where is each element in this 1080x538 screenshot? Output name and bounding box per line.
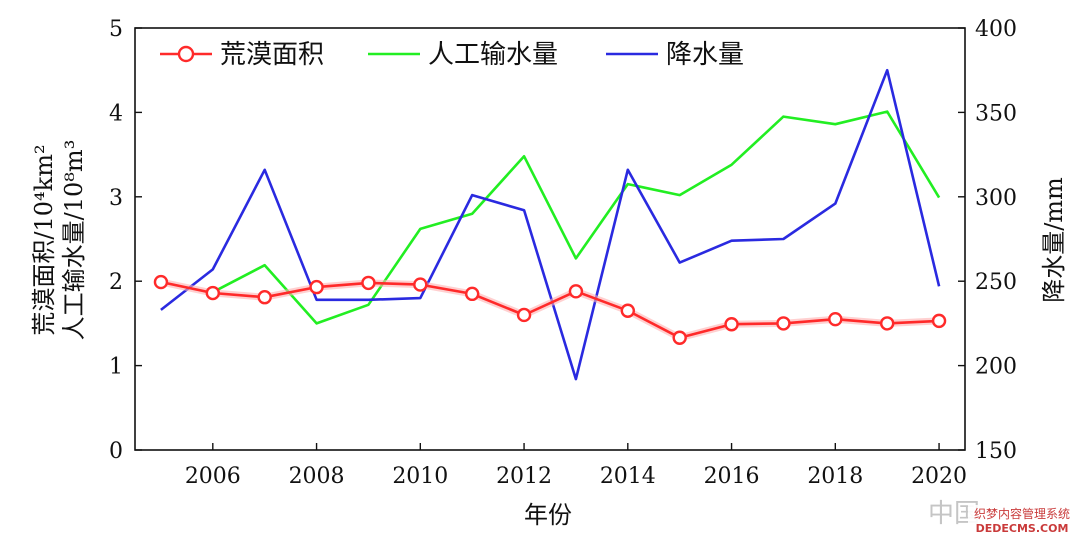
desert-area-point <box>724 317 739 332</box>
plot-border <box>134 27 966 451</box>
left-tick-label: 0 <box>109 439 123 464</box>
x-tick-label: 2014 <box>600 464 656 489</box>
desert-area-point <box>828 311 843 327</box>
right-tick-label: 350 <box>975 101 1017 126</box>
left-axis-title-1: 荒漠面积/10⁴km² <box>30 144 58 335</box>
x-tick-label: 2020 <box>911 464 967 489</box>
desert-area-line <box>160 280 940 339</box>
desert-area-point <box>309 279 324 295</box>
desert-area-point <box>672 330 687 345</box>
x-axis-title: 年份 <box>524 501 572 529</box>
left-tick-label: 1 <box>109 355 123 380</box>
desert-area-point <box>879 316 895 331</box>
watermark: 中国 织梦内容管理系统 DEDECMS.COM <box>928 499 1076 535</box>
desert-area-point <box>153 274 169 290</box>
legend: 荒漠面积 人工输水量 降水量 <box>160 40 744 70</box>
legend-label-precipitation: 降水量 <box>666 40 744 70</box>
watermark-text-2: 织梦内容管理系统 <box>974 506 1070 521</box>
desert-area-point <box>931 313 947 329</box>
desert-area-point <box>620 303 636 318</box>
x-tick-label: 2010 <box>392 464 448 489</box>
left-axis-title-2: 人工输水量/10⁸m³ <box>60 140 88 341</box>
desert-area-point <box>257 290 272 305</box>
right-tick-label: 250 <box>975 270 1017 295</box>
left-tick-label: 4 <box>109 101 123 126</box>
x-tick-label: 2006 <box>185 464 241 489</box>
legend-label-water-transfer: 人工输水量 <box>428 40 558 70</box>
right-axis-title: 降水量/mm <box>1040 177 1068 303</box>
x-axis: 2006 2008 2010 2012 2014 2016 2018 2020 <box>185 443 967 489</box>
right-tick-label: 300 <box>975 186 1017 211</box>
series-layer <box>153 68 947 381</box>
left-axis: 0 1 2 3 4 5 <box>109 17 142 464</box>
left-tick-label: 5 <box>109 17 123 42</box>
left-tick-label: 3 <box>109 186 123 211</box>
desert-area-point <box>464 286 480 302</box>
legend-label-desert-area: 荒漠面积 <box>220 40 324 70</box>
x-tick-label: 2008 <box>289 464 345 489</box>
desert-area-point <box>361 275 376 291</box>
x-tick-label: 2016 <box>704 464 760 489</box>
desert-area-point <box>568 284 584 299</box>
watermark-badge <box>968 505 1076 535</box>
right-tick-label: 400 <box>975 17 1017 42</box>
legend-marker-desert-area <box>177 45 195 63</box>
desert-area-point <box>516 307 532 323</box>
desert-area-point <box>205 285 221 301</box>
right-tick-label: 150 <box>975 439 1017 464</box>
right-axis: 150 200 250 300 350 400 <box>958 17 1017 464</box>
watermark-text-3: DEDECMS.COM <box>976 522 1069 535</box>
right-tick-label: 200 <box>975 355 1017 380</box>
precipitation-line <box>160 68 941 381</box>
x-tick-label: 2012 <box>496 464 552 489</box>
plot-frame <box>134 27 966 451</box>
water-transfer-line <box>212 110 941 325</box>
desert-area-point <box>413 277 428 292</box>
x-tick-label: 2018 <box>807 464 863 489</box>
left-tick-label: 2 <box>109 270 123 295</box>
desert-area-point <box>776 316 791 331</box>
